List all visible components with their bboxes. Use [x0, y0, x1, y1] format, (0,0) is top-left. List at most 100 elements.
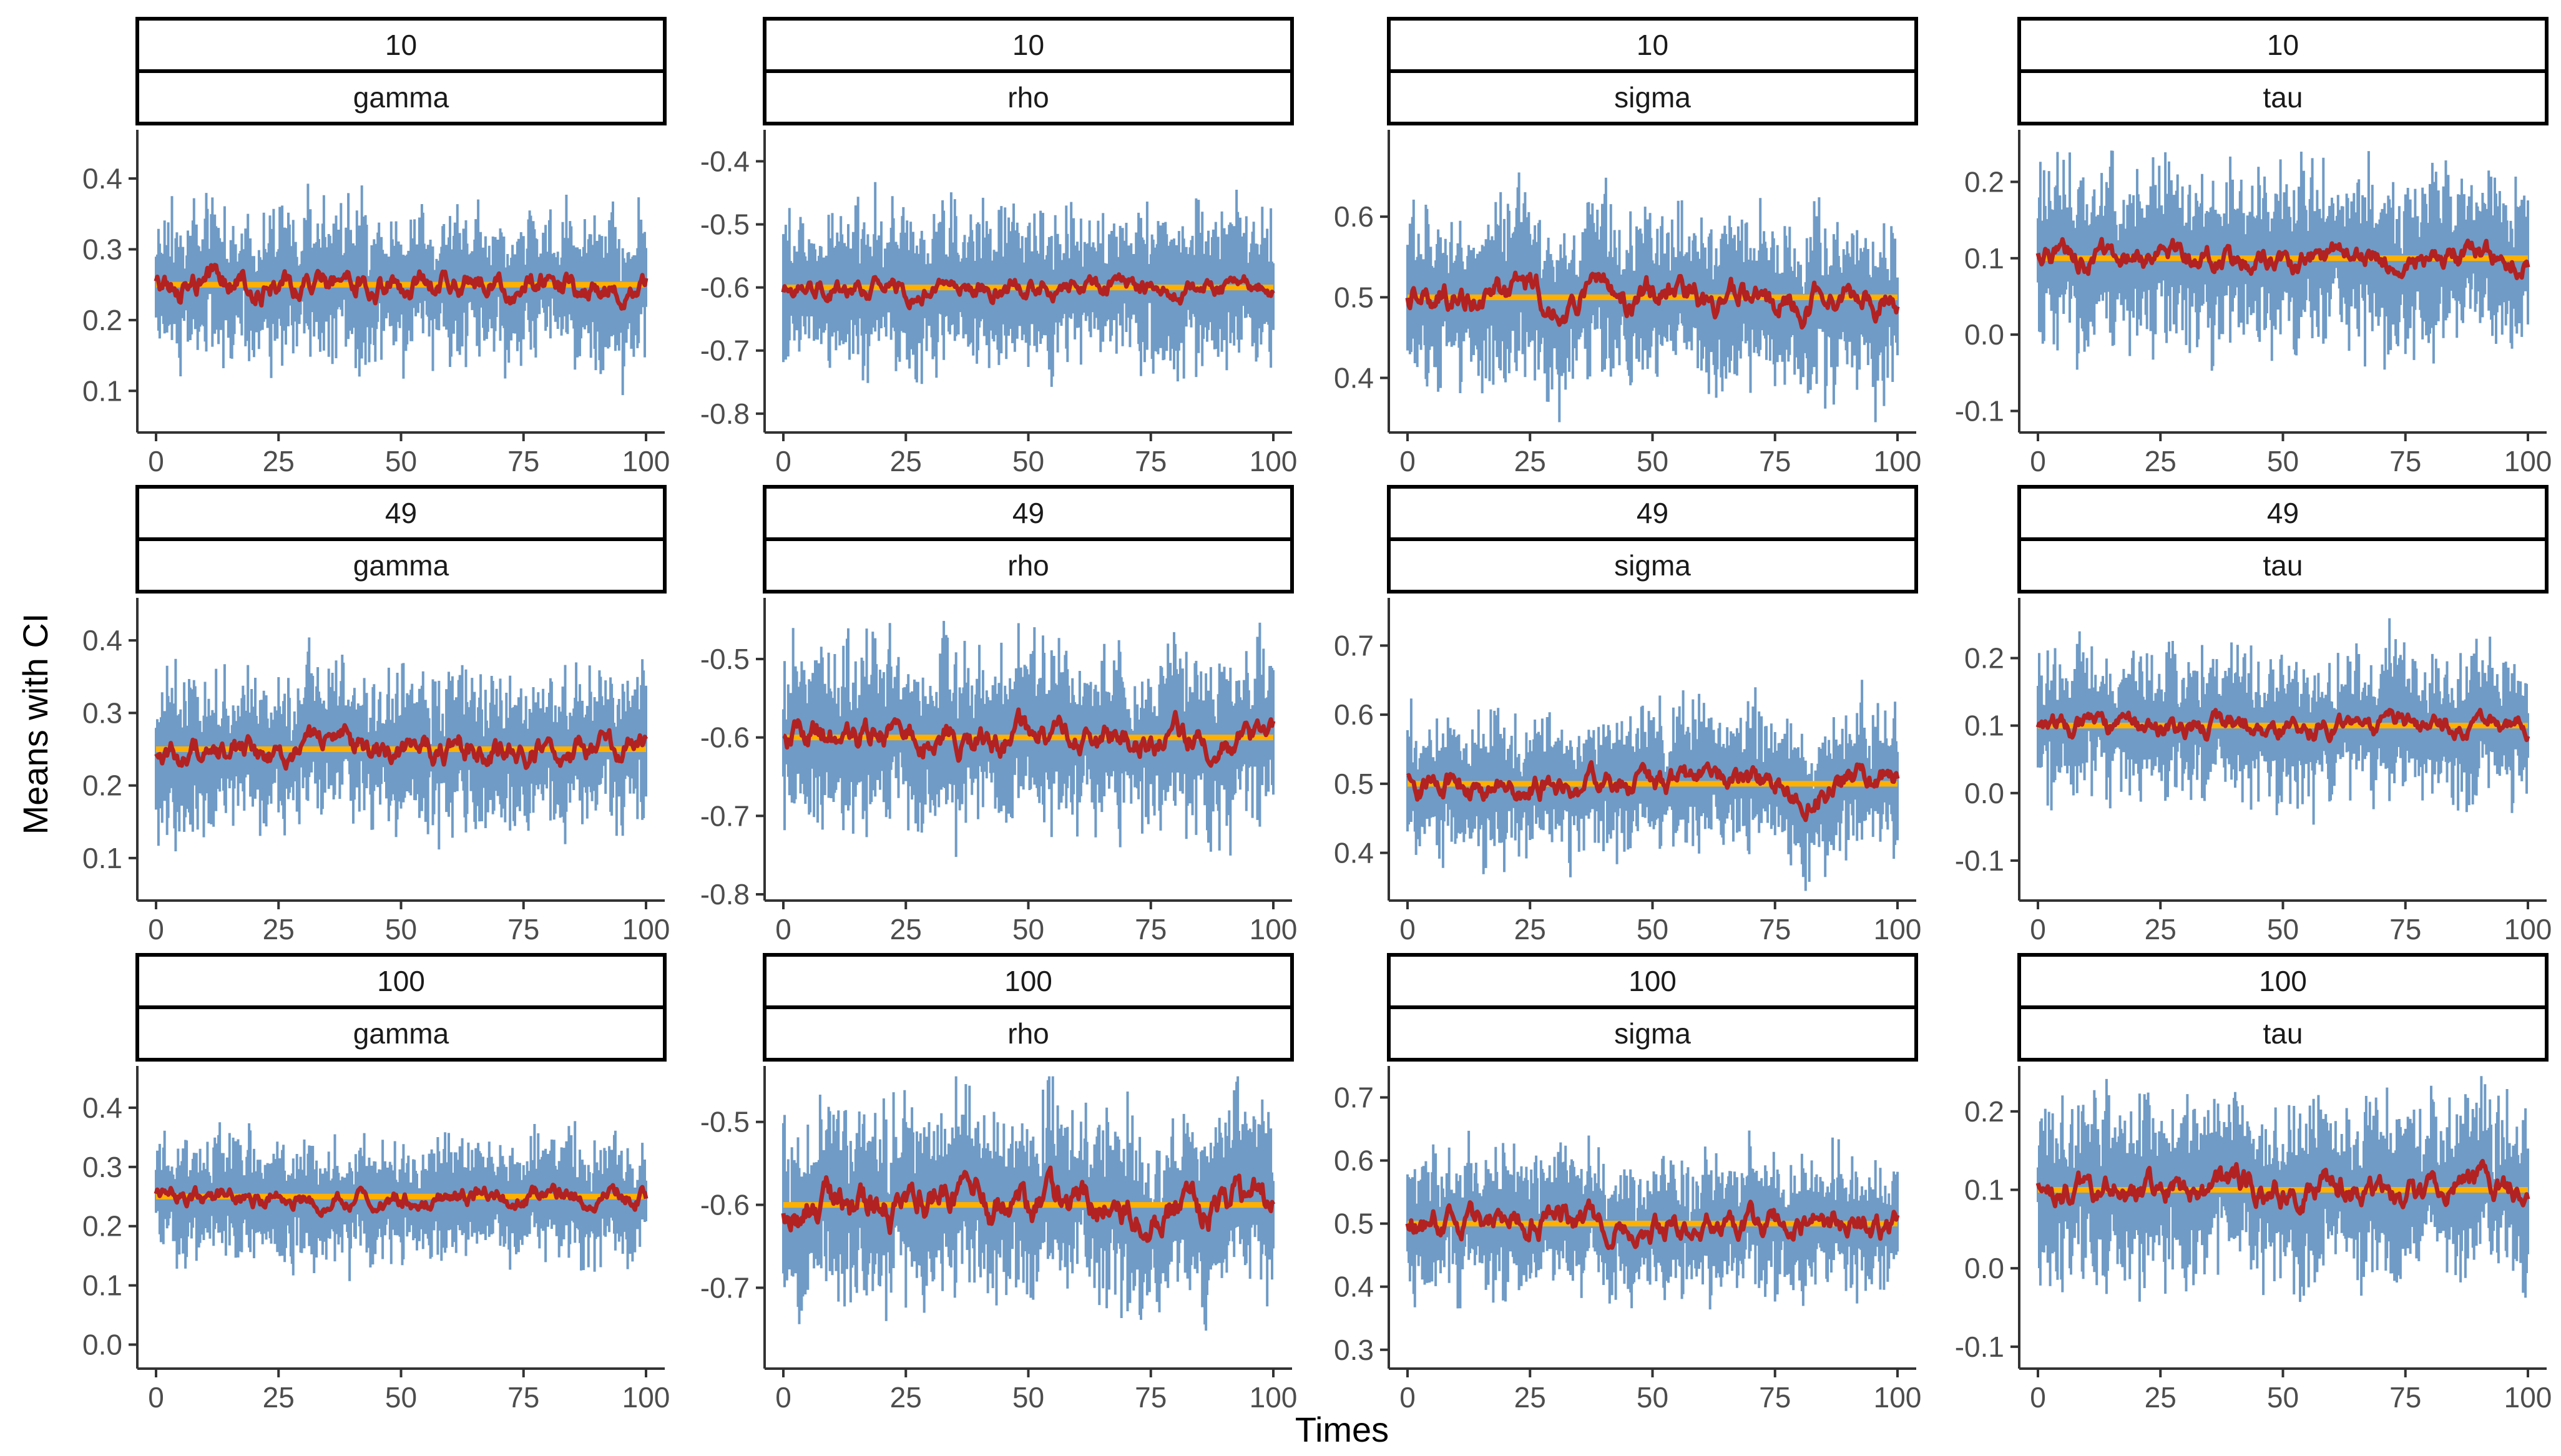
panel-100-sigma: 100 sigma 0.3 0.4 0.5 0.6 0.7 0 25 50 75 100	[1334, 953, 1922, 1414]
x-tick-label: 100	[622, 913, 670, 945]
x-tick-label: 50	[385, 445, 417, 477]
strip-label-n: 10	[385, 29, 417, 61]
strip-label-n: 49	[1012, 497, 1044, 529]
y-tick-label: -0.5	[700, 208, 750, 241]
y-tick-label: -0.5	[700, 643, 750, 675]
x-tick-label: 0	[775, 445, 791, 477]
strip-param-rho	[763, 69, 1294, 125]
x-tick-label: 50	[385, 1381, 417, 1414]
x-tick-label: 100	[1250, 445, 1298, 477]
x-tick-label: 50	[1637, 1381, 1668, 1414]
y-tick-label: 0.7	[1334, 1081, 1374, 1113]
x-tick-label: 0	[1399, 1381, 1416, 1414]
x-tick-label: 50	[1012, 913, 1044, 945]
y-tick-label: -0.1	[1955, 395, 2004, 428]
x-tick-label: 100	[2504, 913, 2552, 945]
x-tick-label: 100	[1874, 1381, 1922, 1414]
y-tick-label: 0.4	[82, 162, 122, 195]
x-tick-label: 0	[775, 913, 791, 945]
x-tick-label: 75	[507, 913, 539, 945]
x-tick-label: 0	[775, 1381, 791, 1414]
x-tick-label: 25	[2145, 913, 2177, 945]
y-tick-label: 0.1	[82, 1269, 122, 1302]
strip-label-n: 49	[2267, 497, 2299, 529]
y-tick-label: -0.7	[700, 1271, 750, 1304]
y-tick-label: 0.0	[82, 1329, 122, 1361]
y-axis-title: Means with CI	[16, 613, 55, 835]
y-tick-label: 0.1	[1964, 710, 2004, 742]
strip-label-param: tau	[2263, 549, 2303, 582]
x-tick-label: 0	[2030, 913, 2046, 945]
x-tick-label: 0	[148, 445, 164, 477]
strip-label-param: sigma	[1614, 1017, 1691, 1050]
panel-100-gamma: 100 gamma 0.0 0.1 0.2 0.3 0.4 0 25 50 75 100	[82, 953, 670, 1414]
strip-n-100	[763, 953, 1294, 1009]
mean-series-line	[2035, 708, 2530, 743]
strip-label-param: rho	[1007, 1017, 1049, 1050]
x-tick-label: 25	[1514, 445, 1546, 477]
mean-series-line	[154, 1183, 649, 1218]
strip-n-100	[135, 953, 667, 1009]
panel-10-gamma: 10 gamma 0.1 0.2 0.3 0.4 0 25 50 75 100	[82, 17, 670, 477]
y-tick-label: 0.1	[82, 374, 122, 407]
y-tick-label: -0.4	[700, 145, 750, 177]
panel-49-sigma: 49 sigma 0.4 0.5 0.6 0.7 0 25 50 75 100	[1334, 485, 1921, 945]
x-tick-label: 50	[1637, 445, 1668, 477]
y-tick-label: 0.1	[1964, 242, 2004, 275]
strip-label-param: gamma	[353, 81, 449, 114]
x-tick-label: 100	[622, 1381, 670, 1414]
x-tick-label: 0	[148, 913, 164, 945]
x-tick-label: 75	[1759, 445, 1791, 477]
y-tick-label: 0.3	[1334, 1334, 1374, 1366]
strip-label-param: rho	[1007, 81, 1049, 114]
mean-series-line	[1405, 270, 1900, 330]
x-tick-label: 75	[1135, 913, 1167, 945]
y-tick-label: -0.7	[700, 335, 750, 367]
y-tick-label: 0.2	[1964, 165, 2004, 198]
x-tick-label: 75	[1135, 1381, 1167, 1414]
y-tick-label: 0.2	[82, 1210, 122, 1243]
strip-label-n: 100	[377, 965, 425, 997]
x-tick-label: 75	[507, 1381, 539, 1414]
strip-label-param: tau	[2263, 1017, 2303, 1050]
x-tick-label: 75	[2389, 445, 2421, 477]
x-tick-label: 25	[263, 445, 295, 477]
x-tick-label: 50	[2267, 913, 2299, 945]
panel-10-tau: 10 tau -0.1 0.0 0.1 0.2 0 25 50 75 100	[1955, 17, 2552, 477]
y-tick-label: 0.3	[82, 233, 122, 265]
x-tick-label: 25	[1514, 1381, 1546, 1414]
panel-10-sigma: 10 sigma 0.4 0.5 0.6 0 25 50 75 100	[1334, 17, 1922, 477]
x-tick-label: 75	[2389, 913, 2421, 945]
x-tick-label: 50	[2267, 445, 2299, 477]
panel-49-rho: 49 rho -0.8 -0.7 -0.6 -0.5 0 25 50 75 100	[700, 485, 1297, 945]
x-tick-label: 100	[2504, 1381, 2552, 1414]
y-tick-label: 0.0	[1964, 1252, 2004, 1284]
panel-100-tau: 100 tau -0.1 0.0 0.1 0.2 0 25 50 75 100	[1955, 953, 2552, 1414]
x-tick-label: 50	[385, 913, 417, 945]
strip-param-rho	[763, 1005, 1294, 1062]
x-tick-label: 75	[507, 445, 539, 477]
y-tick-label: -0.6	[700, 271, 750, 304]
x-tick-label: 100	[1874, 445, 1922, 477]
y-tick-label: 0.4	[1334, 362, 1374, 394]
strip-param-tau	[2017, 69, 2549, 125]
strip-n-49	[763, 485, 1294, 541]
strip-label-n: 10	[2267, 29, 2299, 61]
y-tick-label: 0.4	[1334, 837, 1374, 869]
panel-49-gamma: 49 gamma 0.1 0.2 0.3 0.4 0 25 50 75 100	[82, 485, 670, 945]
y-tick-label: -0.1	[1955, 1331, 2004, 1363]
x-tick-label: 75	[1759, 1381, 1791, 1414]
x-tick-label: 25	[890, 1381, 922, 1414]
y-tick-label: 0.4	[82, 624, 122, 657]
mean-series-line	[2035, 1158, 2530, 1216]
y-tick-label: 0.2	[82, 304, 122, 336]
y-tick-label: 0.0	[1964, 777, 2004, 809]
x-tick-label: 50	[1012, 1381, 1044, 1414]
strip-n-49	[2017, 485, 2549, 541]
strip-label-param: rho	[1007, 549, 1049, 582]
strip-param-sigma	[1387, 1005, 1918, 1062]
y-tick-label: 0.3	[82, 696, 122, 729]
mean-series-line	[2035, 237, 2530, 280]
